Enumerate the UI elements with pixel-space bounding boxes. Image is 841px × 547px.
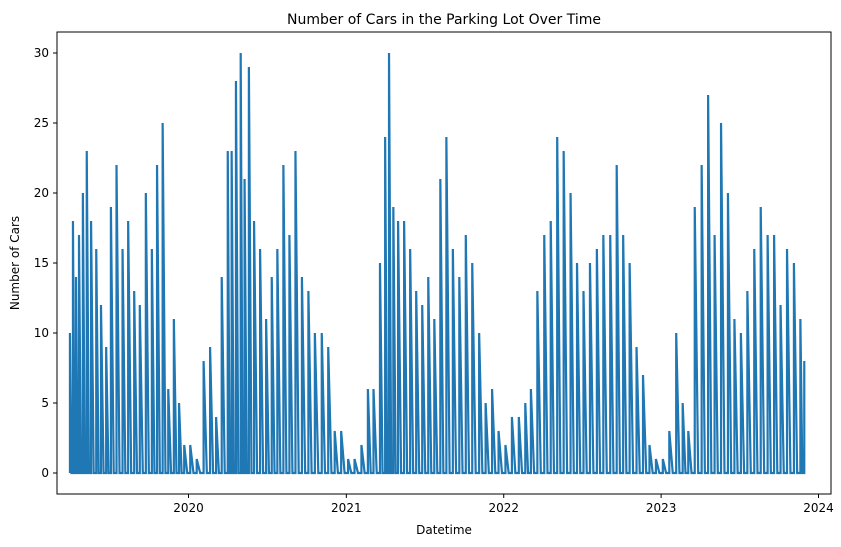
y-axis: 0 5 10 15 20 25 30	[34, 46, 57, 480]
series-line-0	[68, 52, 806, 475]
x-tick-label: 2020	[173, 501, 204, 515]
x-tick-label: 2023	[646, 501, 677, 515]
y-axis-title: Number of Cars	[8, 216, 22, 310]
x-tick-label: 2021	[331, 501, 362, 515]
x-tick-label: 2024	[803, 501, 834, 515]
x-axis-title: Datetime	[416, 523, 472, 537]
x-axis: 2020 2021 2022 2023 2024	[173, 494, 834, 515]
plot-area	[68, 52, 806, 475]
x-tick-label: 2022	[488, 501, 519, 515]
y-tick-label: 20	[34, 186, 49, 200]
y-tick-label: 0	[41, 466, 49, 480]
y-tick-label: 10	[34, 326, 49, 340]
y-tick-label: 25	[34, 116, 49, 130]
chart-title: Number of Cars in the Parking Lot Over T…	[287, 12, 601, 28]
y-tick-label: 15	[34, 256, 49, 270]
y-tick-label: 5	[41, 396, 49, 410]
y-tick-label: 30	[34, 46, 49, 60]
